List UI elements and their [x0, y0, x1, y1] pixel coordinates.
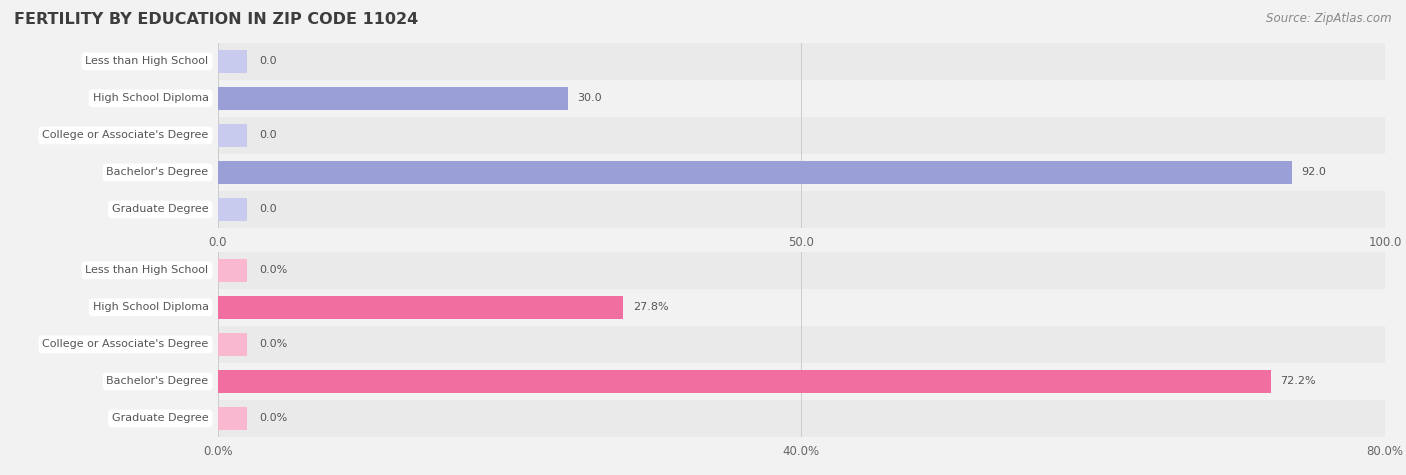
Bar — [218, 43, 1385, 80]
Bar — [218, 400, 1385, 437]
Text: FERTILITY BY EDUCATION IN ZIP CODE 11024: FERTILITY BY EDUCATION IN ZIP CODE 11024 — [14, 12, 419, 27]
Bar — [218, 259, 247, 282]
Text: 0.0%: 0.0% — [259, 265, 287, 275]
Text: Less than High School: Less than High School — [86, 265, 208, 275]
Bar — [218, 198, 247, 221]
Text: 0.0: 0.0 — [259, 130, 277, 141]
Text: 0.0%: 0.0% — [259, 413, 287, 424]
Bar — [218, 326, 1385, 363]
Text: 92.0: 92.0 — [1301, 167, 1326, 178]
Bar — [218, 333, 247, 356]
Bar — [218, 87, 568, 110]
Text: 27.8%: 27.8% — [633, 302, 668, 313]
Text: Graduate Degree: Graduate Degree — [112, 204, 208, 215]
Bar — [218, 296, 623, 319]
Bar — [218, 154, 1385, 191]
Bar — [218, 370, 1271, 393]
Bar — [218, 161, 1292, 184]
Bar — [218, 80, 1385, 117]
Bar — [218, 191, 1385, 228]
Text: 72.2%: 72.2% — [1281, 376, 1316, 387]
Text: 0.0: 0.0 — [259, 56, 277, 66]
Bar — [218, 252, 1385, 289]
Text: Bachelor's Degree: Bachelor's Degree — [107, 167, 208, 178]
Bar — [218, 289, 1385, 326]
Bar — [218, 363, 1385, 400]
Text: Source: ZipAtlas.com: Source: ZipAtlas.com — [1267, 12, 1392, 25]
Bar — [218, 407, 247, 430]
Text: 30.0: 30.0 — [578, 93, 602, 104]
Text: High School Diploma: High School Diploma — [93, 302, 208, 313]
Text: Bachelor's Degree: Bachelor's Degree — [107, 376, 208, 387]
Text: Less than High School: Less than High School — [86, 56, 208, 66]
Bar — [218, 50, 247, 73]
Text: College or Associate's Degree: College or Associate's Degree — [42, 130, 208, 141]
Bar — [218, 124, 247, 147]
Text: High School Diploma: High School Diploma — [93, 93, 208, 104]
Text: College or Associate's Degree: College or Associate's Degree — [42, 339, 208, 350]
Text: 0.0%: 0.0% — [259, 339, 287, 350]
Text: 0.0: 0.0 — [259, 204, 277, 215]
Text: Graduate Degree: Graduate Degree — [112, 413, 208, 424]
Bar — [218, 117, 1385, 154]
